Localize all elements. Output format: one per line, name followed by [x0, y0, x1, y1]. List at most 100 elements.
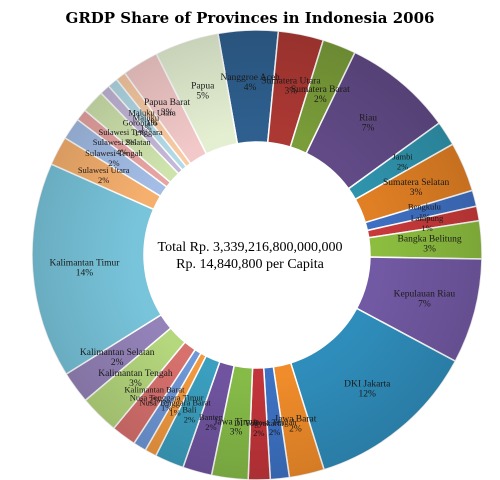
label-name-banten: Banten: [199, 412, 224, 422]
label-pct-bali: 2%: [184, 414, 195, 424]
label-name-maluku: Maluku: [133, 112, 160, 122]
label-gorontalo: Gorontalo 1%: [123, 118, 157, 138]
label-pct-lampung: 1%: [421, 223, 432, 233]
label-pct-sulawesi-tenggara: 2%: [125, 137, 136, 147]
label-pct-bangka-belitung: 3%: [423, 244, 436, 254]
label-sulawesi-utara: Sulawesi Utara 2%: [78, 165, 130, 185]
label-maluku-utara: Maluku Utara 1%: [128, 107, 176, 127]
label-pct-nusa-tenggara-timur: 1%: [161, 403, 172, 413]
label-name-kalimantan-selatan: Kalimantan Selatan: [80, 348, 155, 358]
label-name-lampung: Lampung: [411, 213, 444, 223]
label-pct-riau: 7%: [362, 123, 375, 133]
label-name-jawa-barat: Jawa Barat: [274, 415, 316, 425]
label-papua: Papua 5%: [191, 82, 215, 102]
label-nusa-tenggara-barat: Nusa Tenggara Barat 1%: [139, 397, 211, 417]
label-sulawesi-tengah: Sulawesi Tengah 2%: [85, 148, 143, 168]
label-pct-dki-jakarta: 12%: [359, 389, 377, 399]
label-name-kalimantan-barat: Kalimantan Barat: [124, 384, 185, 394]
label-jambi: Jambi 2%: [392, 152, 413, 172]
label-name-bangka-belitung: Bangka Belitung: [398, 234, 462, 244]
label-sulawesi-selatan: Sulawesi Selatan 4%: [93, 137, 152, 157]
label-name-sulawesi-tengah: Sulawesi Tengah: [85, 148, 143, 158]
label-kalimantan-tengah: Kalimantan Tengah 3%: [98, 369, 173, 389]
label-kalimantan-selatan: Kalimantan Selatan 2%: [80, 348, 155, 368]
donut-labels: Nanggroe Aceh 4%Sumatera Utara 3%Sumatera …: [49, 73, 461, 438]
label-name-di-yogyakarta: DI Yogyakarta: [234, 418, 284, 428]
label-papua-barat: Papua Barat 3%: [144, 98, 191, 118]
label-name-kalimantan-timur: Kalimantan Timur: [49, 258, 120, 268]
label-pct-di-yogyakarta: 2%: [253, 428, 264, 438]
label-pct-sumatera-selatan: 3%: [410, 188, 423, 198]
label-pct-kalimantan-timur: 14%: [76, 268, 94, 278]
label-name-sulawesi-selatan: Sulawesi Selatan: [93, 137, 152, 147]
center-total: Total Rp. 3,339,216,800,000,000: [157, 240, 343, 255]
label-pct-sulawesi-selatan: 4%: [116, 147, 127, 157]
label-pct-kalimantan-barat: 2%: [149, 394, 160, 404]
label-name-riau: Riau: [359, 113, 377, 123]
label-banten: Banten 2%: [199, 412, 224, 432]
label-pct-jawa-tengah: 2%: [269, 427, 280, 437]
label-name-jambi: Jambi: [392, 152, 413, 162]
label-pct-banten: 2%: [205, 422, 216, 432]
label-sumatera-utara: Sumatera Utara 3%: [261, 76, 321, 96]
label-name-jawa-tengah: Jawa Tengah: [253, 417, 298, 427]
label-pct-sumatera-barat: 2%: [314, 95, 327, 105]
label-jawa-tengah: Jawa Tengah 2%: [253, 417, 298, 437]
label-pct-papua: 5%: [196, 92, 209, 102]
label-sumatera-barat: Sumatera Barat 2%: [291, 85, 350, 105]
chart-title: GRDP Share of Provinces in Indonesia 200…: [65, 9, 435, 27]
label-sumatera-selatan: Sumatera Selatan 3%: [383, 178, 449, 198]
label-pct-sumatera-utara: 3%: [285, 86, 298, 96]
label-kalimantan-timur: Kalimantan Timur 14%: [49, 258, 120, 278]
label-pct-jambi: 2%: [397, 162, 408, 172]
label-pct-kepulauan-riau: 7%: [418, 300, 431, 310]
label-pct-jawa-timur: 3%: [230, 428, 243, 438]
label-name-sumatera-utara: Sumatera Utara: [261, 76, 321, 86]
label-pct-gorontalo: 1%: [134, 128, 145, 138]
label-name-bali: Bali: [182, 404, 197, 414]
label-pct-kalimantan-tengah: 3%: [129, 379, 142, 389]
label-name-sumatera-barat: Sumatera Barat: [291, 85, 350, 95]
label-name-papua: Papua: [191, 82, 215, 92]
label-name-papua-barat: Papua Barat: [144, 98, 191, 108]
label-pct-maluku-utara: 1%: [146, 117, 157, 127]
label-bali: Bali 2%: [182, 404, 197, 424]
label-sulawesi-tenggara: Sulawesi Tenggara 2%: [99, 127, 163, 147]
label-pct-kalimantan-selatan: 2%: [111, 358, 124, 368]
label-pct-sulawesi-utara: 2%: [98, 175, 109, 185]
label-pct-nusa-tenggara-barat: 1%: [169, 407, 180, 417]
label-maluku: Maluku 1%: [133, 112, 160, 132]
center-per-capita: Rp. 14,840,800 per Capita: [176, 257, 324, 272]
label-pct-sulawesi-tengah: 2%: [108, 158, 119, 168]
label-pct-bengkulu: 1%: [419, 211, 430, 221]
label-name-nanggroe-aceh: Nanggroe Aceh: [220, 73, 280, 83]
label-pct-maluku: 1%: [140, 122, 151, 132]
label-dki-jakarta: DKI Jakarta 12%: [344, 379, 391, 399]
label-name-nusa-tenggara-barat: Nusa Tenggara Barat: [139, 397, 211, 407]
label-name-bengkulu: Bengkulu: [408, 201, 442, 211]
label-bengkulu: Bengkulu 1%: [408, 201, 442, 221]
label-pct-jawa-barat: 2%: [289, 425, 302, 435]
label-jawa-barat: Jawa Barat 2%: [274, 415, 316, 435]
label-di-yogyakarta: DI Yogyakarta 2%: [234, 418, 284, 438]
label-kalimantan-barat: Kalimantan Barat 2%: [124, 384, 185, 404]
label-kepulauan-riau: Kepulauan Riau 7%: [394, 290, 456, 310]
label-name-gorontalo: Gorontalo: [123, 118, 157, 128]
label-name-nusa-tenggara-timur: Nusa Tenggara Timur: [130, 393, 204, 403]
label-nusa-tenggara-timur: Nusa Tenggara Timur 1%: [130, 393, 204, 413]
label-name-sulawesi-tenggara: Sulawesi Tenggara: [99, 127, 163, 137]
label-lampung: Lampung 1%: [411, 213, 444, 233]
label-riau: Riau 7%: [359, 113, 377, 133]
label-jawa-timur: Jawa Timur 3%: [214, 418, 259, 438]
label-pct-papua-barat: 3%: [161, 108, 174, 118]
donut-hole: [145, 143, 369, 367]
label-name-kepulauan-riau: Kepulauan Riau: [394, 290, 456, 300]
label-bangka-belitung: Bangka Belitung 3%: [398, 234, 462, 254]
label-name-sulawesi-utara: Sulawesi Utara: [78, 165, 130, 175]
label-nanggroe-aceh: Nanggroe Aceh 4%: [220, 73, 280, 93]
label-name-dki-jakarta: DKI Jakarta: [344, 379, 391, 389]
label-name-jawa-timur: Jawa Timur: [214, 418, 259, 428]
label-pct-nanggroe-aceh: 4%: [244, 83, 257, 93]
label-name-maluku-utara: Maluku Utara: [128, 107, 176, 117]
